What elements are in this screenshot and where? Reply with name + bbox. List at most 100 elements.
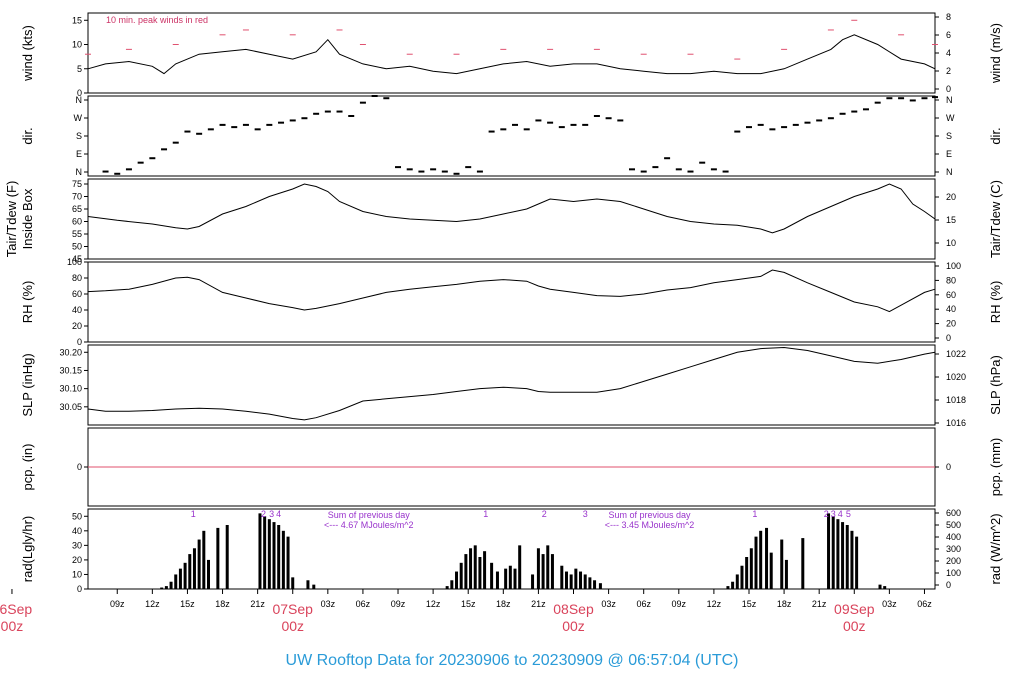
direction-point (453, 172, 460, 175)
day-label: 07Sep (272, 601, 313, 617)
right-tick-label: 100 (946, 261, 961, 271)
radiation-bar (178, 568, 182, 589)
sun-hour-marker: 4 (838, 509, 843, 519)
radiation-bar (883, 586, 887, 589)
radiation-bar (216, 527, 220, 589)
radiation-bar (197, 539, 201, 589)
sun-hour-marker: 1 (191, 509, 196, 519)
panel-slp: 30.05 30.10 30.15 30.20 1016 1018 1020 1022 SLP … (20, 344, 1003, 428)
direction-point (839, 112, 846, 115)
left-tick-label: 65 (72, 204, 82, 214)
y-axis-label-right: dir. (988, 127, 1003, 144)
rh-series-line (87, 269, 936, 313)
sun-hour-marker: 2 (261, 509, 266, 519)
direction-point (874, 101, 881, 104)
right-tick-label: 200 (946, 556, 961, 566)
panel-wind: 0 5 10 15 0 2 4 6 8 wind (kts) wind (m/s) 10 min. p… (20, 12, 1003, 98)
direction-point (921, 97, 928, 100)
x-tick-label: 06z (636, 599, 651, 609)
left-tick-label: 45 (72, 254, 82, 264)
right-tick-label: 0 (946, 462, 951, 472)
radiation-bar (531, 574, 535, 589)
x-tick-label: 21z (812, 599, 827, 609)
radiation-bar (291, 577, 295, 589)
right-tick-label: 8 (946, 12, 951, 22)
right-tick-label: 100 (946, 568, 961, 578)
direction-point (441, 170, 448, 173)
radiation-bar (258, 513, 262, 589)
radiation-bar (831, 516, 835, 589)
x-tick-label: 18z (215, 599, 230, 609)
direction-point (418, 170, 425, 173)
left-tick-label: 0 (77, 337, 82, 347)
radiation-bar (598, 583, 602, 589)
sun-hour-marker: 3 (831, 509, 836, 519)
right-tick-label: 20 (946, 319, 956, 329)
right-tick-label: 10 (946, 238, 956, 248)
right-tick-label: 600 (946, 508, 961, 518)
direction-point (114, 172, 121, 175)
radiation-bar (490, 562, 494, 589)
left-tick-label: S (76, 131, 82, 141)
y-axis-label-right: pcp. (mm) (988, 438, 1003, 497)
left-tick-label: 0 (77, 462, 82, 472)
left-tick-label: 0 (77, 584, 82, 594)
direction-point (547, 121, 554, 124)
radiation-bar (464, 554, 468, 589)
direction-point (172, 141, 179, 144)
sun-hour-marker: 2 (542, 509, 547, 519)
right-tick-label: 60 (946, 290, 956, 300)
direction-point (535, 119, 542, 122)
radiation-bar (784, 559, 788, 589)
right-tick-label: 500 (946, 520, 961, 530)
direction-point (336, 110, 343, 113)
daily-sum-note: Sum of previous day (609, 510, 692, 520)
right-tick-label: 15 (946, 215, 956, 225)
panel-temp: 45 50 55 60 65 70 75 10 15 20 Tair/Tdew (F) Inside … (4, 178, 1003, 264)
direction-point (628, 168, 635, 171)
right-tick-label: 4 (946, 48, 951, 58)
day-label-hour: 00z (562, 618, 585, 634)
direction-point (254, 128, 261, 131)
left-tick-label: 0 (77, 88, 82, 98)
panel-frame (87, 178, 936, 260)
y-axis-label-right: rad (W/m^2) (988, 513, 1003, 584)
direction-point (570, 123, 577, 126)
direction-point (301, 117, 308, 120)
direction-point (313, 112, 320, 115)
direction-point (617, 119, 624, 122)
radiation-bar (583, 574, 587, 589)
direction-point (827, 117, 834, 120)
direction-point (687, 170, 694, 173)
radiation-bar (281, 530, 285, 589)
y-axis-label-left: SLP (inHg) (20, 353, 35, 416)
right-tick-label: 1018 (946, 395, 966, 405)
sun-hour-marker: 3 (269, 509, 274, 519)
right-tick-label: 0 (946, 333, 951, 343)
right-tick-label: 1022 (946, 349, 966, 359)
slp-series-line (87, 346, 936, 421)
left-tick-label: 5 (77, 64, 82, 74)
y-axis-label-left: pcp. (in) (20, 444, 35, 491)
x-tick-label: 03z (321, 599, 336, 609)
radiation-bar (845, 525, 849, 589)
x-tick-label: 09z (391, 599, 406, 609)
x-tick-label: 21z (531, 599, 546, 609)
wind-series-line (87, 34, 936, 75)
x-axis: 09z 12z 15z 18z 21z 03z 06z 09z 12z 15z 18z 21z 03z 0… (0, 589, 932, 634)
right-tick-label: N (946, 167, 953, 177)
day-label: 08Sep (553, 601, 594, 617)
radiation-bar (267, 519, 271, 589)
direction-point (804, 121, 811, 124)
radiation-bar (459, 562, 463, 589)
direction-point (102, 170, 109, 173)
left-tick-label: 30.15 (59, 365, 82, 375)
left-tick-label: 20 (72, 321, 82, 331)
radiation-bar (745, 557, 749, 589)
left-tick-label: 75 (72, 179, 82, 189)
x-tick-label: 06z (356, 599, 371, 609)
y-axis-label-left-2: Inside Box (20, 188, 35, 249)
radiation-bar (850, 530, 854, 589)
x-tick-label: 09z (110, 599, 125, 609)
